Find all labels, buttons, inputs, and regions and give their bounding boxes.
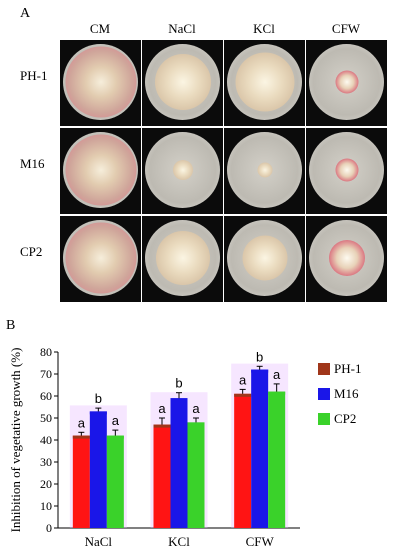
fungal-colony: [242, 235, 287, 281]
petri-dish-plate: [309, 44, 384, 120]
bar-ph-1-nacl: [72, 435, 90, 528]
fungal-colony: [235, 52, 294, 112]
legend-item-cp2: CP2: [318, 409, 356, 429]
legend-label-cp2: CP2: [334, 411, 357, 426]
fungal-colony: [65, 134, 136, 206]
column-label-cfw: CFW: [331, 21, 361, 36]
fungal-colony: [335, 70, 358, 94]
y-tick-label: 10: [40, 499, 52, 513]
significance-letter: a: [239, 372, 247, 387]
petri-dish-ph-1-cfw: [306, 40, 387, 126]
fungal-colony: [65, 222, 136, 294]
significance-letter: a: [112, 413, 120, 428]
bar-cap-ph-1: [153, 424, 171, 428]
bar-cp2-nacl: [106, 435, 124, 528]
petri-dish-plate: [309, 220, 384, 296]
legend-item-ph1: PH-1: [318, 359, 361, 379]
petri-dish-plate: [227, 220, 302, 296]
bar-chart: 0 10 20 30 40 50 60 70 80 Inhibition of vegetativ…: [8, 345, 300, 549]
legend-label-m16: M16: [334, 386, 359, 401]
significance-letter: b: [175, 376, 182, 391]
fungal-colony: [155, 231, 210, 285]
bar-cap-cp2: [106, 435, 124, 439]
bar-cap-cp2: [268, 391, 286, 395]
petri-dish-plate: [63, 44, 138, 120]
x-category-label: KCl: [168, 534, 190, 549]
petri-dish-plate: [145, 44, 220, 120]
petri-dish-plate: [145, 220, 220, 296]
petri-dish-m16-nacl: [142, 128, 223, 214]
significance-letter: a: [78, 415, 86, 430]
panel-b-label: B: [6, 318, 16, 333]
y-tick-label: 80: [40, 345, 52, 359]
petri-dish-ph-1-cm: [60, 40, 141, 126]
y-tick-label: 40: [40, 433, 52, 447]
bar-cap-cp2: [187, 422, 205, 426]
significance-letter: a: [158, 401, 166, 416]
row-label-m16: M16: [20, 156, 45, 171]
petri-dish-m16-cm: [60, 128, 141, 214]
bar-cap-m16: [89, 411, 107, 415]
fungal-colony: [335, 158, 358, 182]
y-tick-label: 70: [40, 367, 52, 381]
petri-dish-m16-kcl: [224, 128, 305, 214]
fungal-colony: [65, 46, 136, 118]
bar-cap-m16: [170, 398, 188, 402]
significance-letter: b: [95, 391, 102, 406]
fungal-colony: [257, 162, 272, 178]
petri-dish-plate: [309, 132, 384, 208]
fungal-colony: [154, 54, 211, 110]
bar-ph-1-cfw: [234, 393, 252, 528]
y-tick-label: 60: [40, 389, 52, 403]
petri-dish-plate: [227, 132, 302, 208]
petri-dish-plate: [227, 44, 302, 120]
y-tick-label: 30: [40, 455, 52, 469]
petri-dish-ph-1-nacl: [142, 40, 223, 126]
petri-dish-plate: [63, 220, 138, 296]
petri-dish-cp2-cm: [60, 216, 141, 302]
petri-dish-ph-1-kcl: [224, 40, 305, 126]
fungal-colony: [328, 240, 365, 276]
column-label-nacl: NaCl: [168, 21, 196, 36]
legend-item-m16: M16: [318, 384, 359, 404]
bar-cp2-kcl: [187, 422, 205, 528]
bar-m16-kcl: [170, 398, 188, 528]
bar-cp2-cfw: [268, 391, 286, 528]
y-axis-label: Inhibition of vegetative growth (%): [8, 348, 23, 533]
y-tick-label: 20: [40, 477, 52, 491]
bar-ph-1-kcl: [153, 424, 171, 528]
petri-dish-cp2-kcl: [224, 216, 305, 302]
x-category-label: NaCl: [85, 534, 113, 549]
panel-a-label: A: [20, 6, 31, 21]
bar-m16-nacl: [89, 411, 107, 528]
y-tick-label: 0: [46, 521, 52, 535]
legend-swatch-ph1: [318, 363, 330, 375]
row-label-cp2: CP2: [20, 244, 43, 259]
column-label-cm: CM: [89, 21, 111, 36]
y-tick-label: 50: [40, 411, 52, 425]
fungal-colony: [172, 160, 193, 180]
significance-letter: b: [256, 349, 263, 364]
petri-dish-plate: [63, 132, 138, 208]
legend-swatch-m16: [318, 388, 330, 400]
bar-cap-ph-1: [72, 435, 90, 439]
x-category-label: CFW: [246, 534, 275, 549]
petri-dish-cp2-nacl: [142, 216, 223, 302]
column-label-kcl: KCl: [253, 21, 275, 36]
significance-letter: a: [192, 401, 200, 416]
petri-dish-plate: [145, 132, 220, 208]
petri-dish-photo-grid: [60, 40, 387, 302]
bar-cap-ph-1: [234, 393, 252, 397]
petri-dish-cp2-cfw: [306, 216, 387, 302]
petri-dish-m16-cfw: [306, 128, 387, 214]
bar-cap-m16: [251, 369, 269, 373]
row-label-ph1: PH-1: [20, 68, 48, 83]
bar-m16-cfw: [251, 369, 269, 528]
legend-swatch-cp2: [318, 413, 330, 425]
significance-letter: a: [273, 367, 281, 382]
legend-label-ph1: PH-1: [334, 361, 362, 376]
